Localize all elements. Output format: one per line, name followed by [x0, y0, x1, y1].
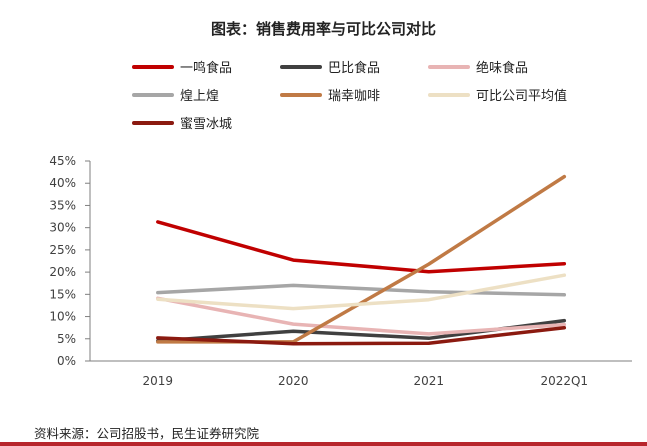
y-tick-label: 10% [49, 310, 76, 324]
series-line [156, 296, 567, 336]
legend-swatch [132, 120, 174, 125]
legend-item: 绝味食品 [428, 58, 568, 76]
source-note: 资料来源：公司招股书，民生证券研究院 [34, 426, 260, 441]
y-tick-label: 15% [49, 287, 76, 301]
legend-swatch [428, 92, 470, 97]
y-tick-label: 5% [57, 332, 76, 346]
series-line [156, 325, 567, 346]
legend-label: 绝味食品 [476, 61, 529, 76]
legend-item: 煌上煌 [132, 86, 272, 104]
legend-label: 巴比食品 [328, 61, 381, 76]
series-line [156, 283, 567, 297]
legend-swatch [280, 92, 322, 97]
series-line [156, 220, 567, 274]
legend-item: 一鸣食品 [132, 58, 272, 76]
legend-label: 一鸣食品 [180, 61, 233, 76]
y-tick-label: 45% [49, 154, 76, 168]
legend-item: 巴比食品 [280, 58, 420, 76]
y-tick-label: 0% [57, 354, 76, 368]
line-chart: 0% 5% 10% 15% 20% 25% 30% 35% 40% 45% 2019 2020 2021… [49, 154, 632, 388]
legend-label: 瑞幸咖啡 [328, 89, 381, 104]
series-line [156, 273, 567, 311]
footer-rule [0, 442, 647, 446]
legend-swatch [132, 64, 174, 69]
legend-item: 瑞幸咖啡 [280, 86, 420, 104]
legend-swatch [280, 64, 322, 69]
legend-swatch [428, 64, 470, 69]
chart-legend: 一鸣食品 巴比食品 绝味食品煌上煌 瑞幸咖啡 可比公司平均值蜜雪冰城 [132, 58, 612, 132]
legend-label: 蜜雪冰城 [180, 117, 233, 132]
series-line [156, 318, 567, 343]
x-tick-label: 2020 [278, 374, 309, 388]
x-tick-label: 2019 [142, 374, 173, 388]
legend-label: 煌上煌 [180, 89, 220, 104]
legend-item: 可比公司平均值 [428, 86, 568, 104]
y-tick-label: 40% [49, 176, 76, 190]
y-tick-label: 20% [49, 265, 76, 279]
y-tick-label: 25% [49, 243, 76, 257]
x-tick-label: 2021 [413, 374, 444, 388]
legend-label: 可比公司平均值 [476, 89, 568, 104]
legend-item: 蜜雪冰城 [132, 114, 272, 132]
series-line [156, 174, 567, 344]
y-tick-label: 35% [49, 198, 76, 212]
chart-title: 图表：销售费用率与可比公司对比 [210, 20, 436, 38]
y-tick-label: 30% [49, 221, 76, 235]
legend-swatch [132, 92, 174, 97]
x-tick-label: 2022Q1 [540, 374, 588, 388]
